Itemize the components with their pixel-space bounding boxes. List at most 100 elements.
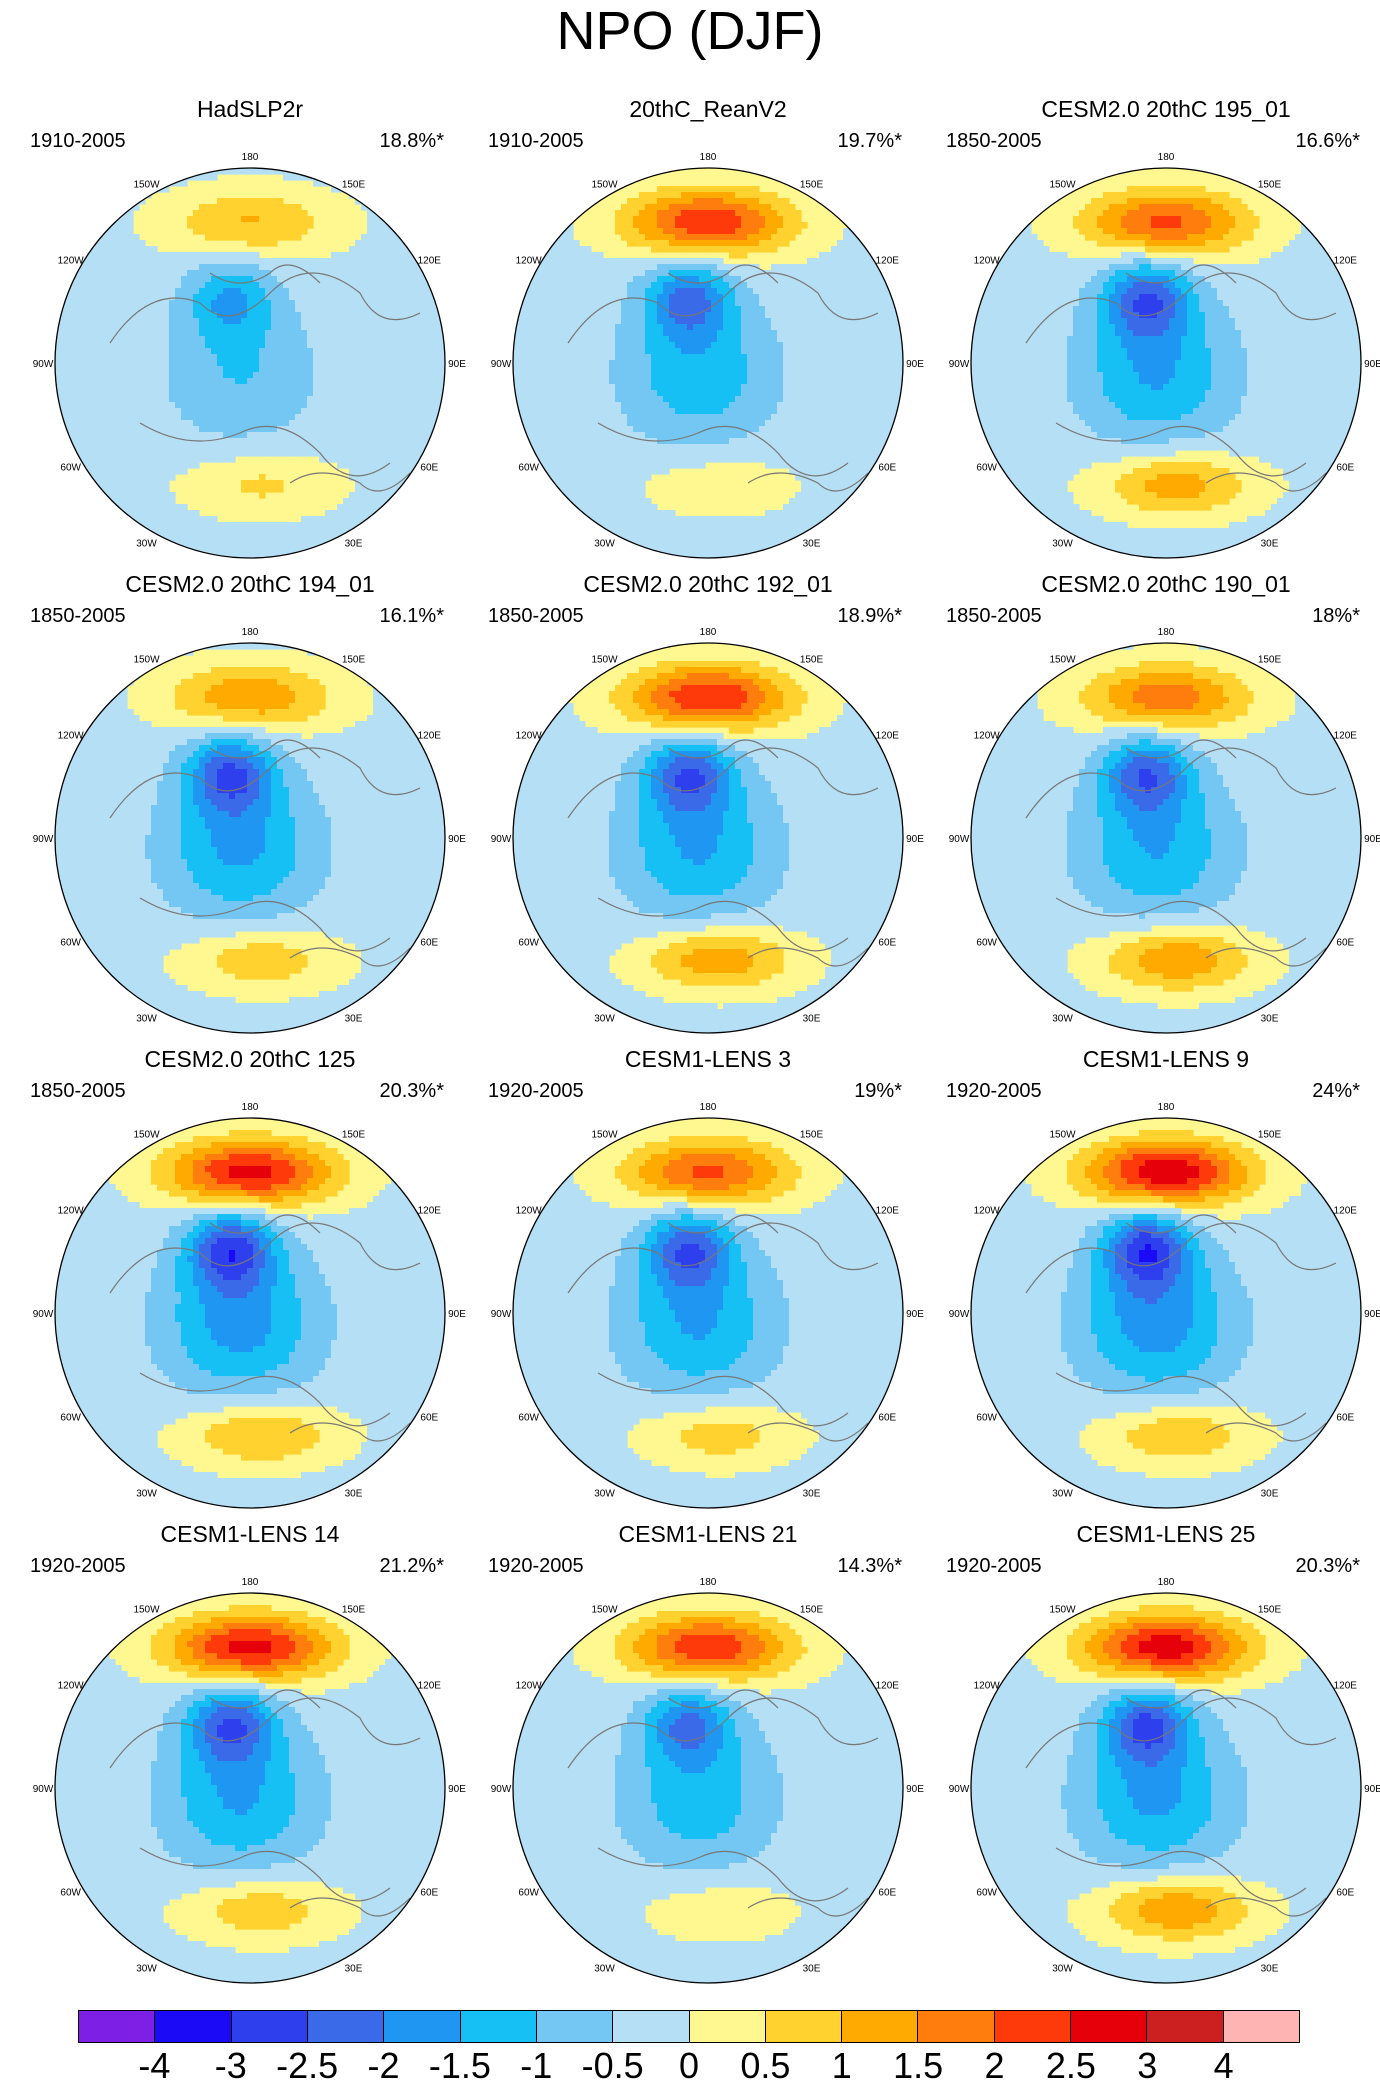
contour-cell [319,288,326,295]
contour-cell [687,294,694,301]
contour-cell [867,378,874,385]
contour-cell [397,240,404,247]
contour-cell [849,306,856,313]
contour-cell [585,366,592,373]
contour-cell [247,258,254,265]
contour-cell [385,504,392,511]
contour-cell [397,414,404,421]
contour-cell [355,480,362,487]
contour-cell [591,300,598,307]
contour-cell [295,426,302,433]
contour-cell [349,384,356,391]
contour-cell [801,390,808,397]
contour-cell [735,264,742,271]
contour-cell [187,312,194,319]
contour-cell [855,348,862,355]
contour-cell [373,444,380,451]
contour-cell [301,288,308,295]
contour-cell [283,330,290,337]
contour-cell [211,294,218,301]
contour-cell [807,288,814,295]
contour-cell [765,240,772,247]
contour-cell [193,330,200,337]
contour-cell [591,312,598,319]
contour-cell [127,246,134,253]
contour-cell [217,372,224,379]
contour-cell [885,390,892,397]
contour-cell [831,342,838,349]
contour-cell [115,408,122,415]
contour-cell [573,348,580,355]
contour-cell [531,372,538,379]
contour-cell [397,432,404,439]
contour-cell [241,522,248,529]
contour-cell [247,252,254,259]
contour-cell [427,420,434,427]
contour-cell [741,414,748,421]
contour-cell [783,384,790,391]
contour-cell [337,522,344,529]
contour-cell [789,414,796,421]
contour-cell [247,366,254,373]
contour-cell [597,264,604,271]
contour-cell [723,234,730,241]
contour-cell [367,480,374,487]
contour-cell [409,300,416,307]
contour-cell [229,210,236,217]
contour-cell [307,288,314,295]
contour-cell [175,288,182,295]
contour-cell [103,312,110,319]
contour-cell [85,300,92,307]
contour-cell [645,282,652,289]
contour-cell [187,534,194,541]
contour-cell [723,240,730,247]
contour-cell [813,366,820,373]
contour-cell [265,522,272,529]
contour-cell [367,360,374,367]
contour-cell [367,300,374,307]
contour-cell [253,258,260,265]
contour-cell [427,372,434,379]
contour-cell [223,330,230,337]
contour-cell [561,246,568,253]
contour-cell [169,360,176,367]
contour-cell [795,318,802,325]
contour-cell [687,342,694,349]
contour-cell [771,192,778,199]
contour-cell [771,294,778,301]
contour-cell [247,198,254,205]
contour-cell [385,402,392,409]
contour-cell [639,258,646,265]
contour-cell [127,222,134,229]
contour-cell [127,216,134,223]
contour-cell [627,276,634,283]
contour-cell [759,390,766,397]
contour-cell [235,552,242,558]
contour-cell [301,276,308,283]
contour-cell [747,246,754,253]
contour-cell [319,300,326,307]
contour-cell [121,234,128,241]
contour-cell [187,270,194,277]
contour-cell [271,522,278,529]
contour-cell [145,432,152,439]
contour-cell [693,300,700,307]
contour-cell [361,456,368,463]
contour-cell [663,396,670,403]
contour-cell [289,396,296,403]
contour-cell [115,270,122,277]
contour-cell [561,384,568,391]
contour-cell [139,420,146,427]
contour-cell [807,258,814,265]
contour-cell [711,240,718,247]
contour-cell [765,354,772,361]
contour-cell [819,384,826,391]
contour-cell [421,378,428,385]
contour-cell [759,288,766,295]
contour-cell [717,228,724,235]
contour-cell [157,342,164,349]
contour-cell [591,324,598,331]
contour-cell [537,318,544,325]
contour-cell [639,228,646,235]
contour-cell [585,402,592,409]
